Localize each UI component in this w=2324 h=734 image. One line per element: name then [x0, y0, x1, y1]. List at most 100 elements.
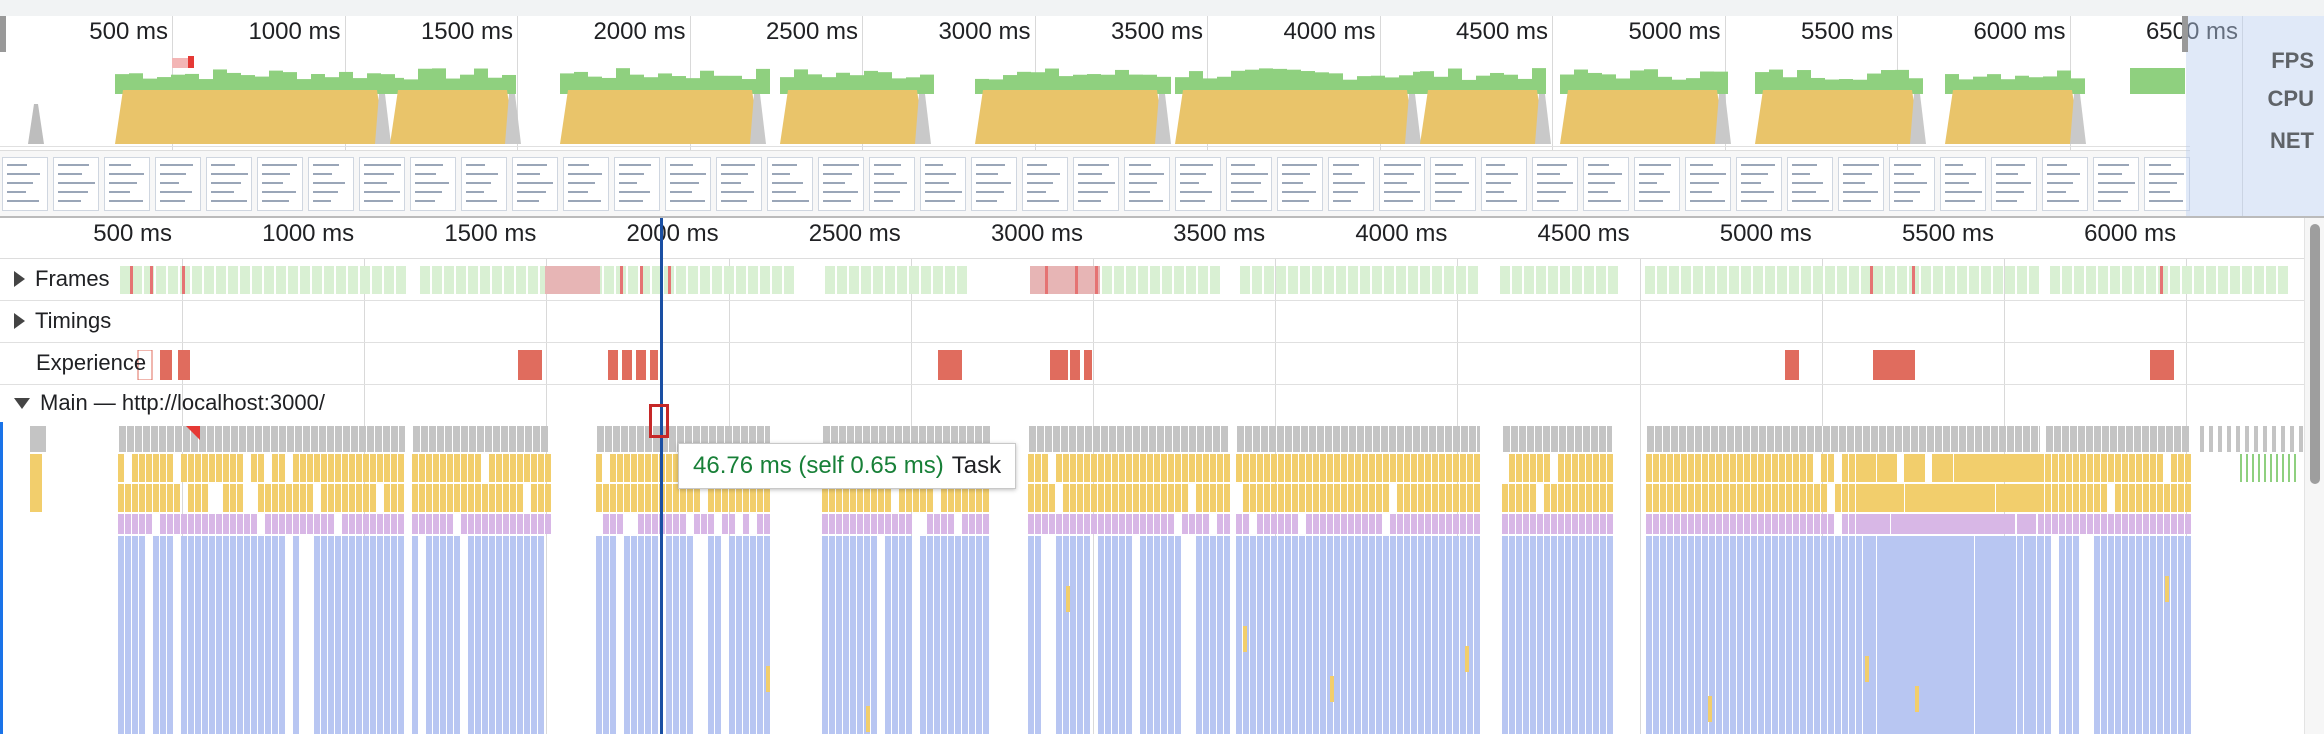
screenshot-thumbnail[interactable]: [1532, 157, 1578, 211]
compile-bar: [1981, 536, 1987, 734]
screenshot-thumbnail[interactable]: [665, 157, 711, 211]
selection-handle-left[interactable]: [0, 16, 6, 52]
frames-track[interactable]: Frames: [0, 258, 2304, 301]
screenshot-thumbnail[interactable]: [1073, 157, 1119, 211]
thumbnail-line: [364, 182, 387, 184]
compile-bar: [2171, 536, 2177, 734]
layout-bar: [209, 514, 215, 534]
overview-selection-overlay: [2186, 16, 2324, 216]
screenshot-thumbnail[interactable]: [1226, 157, 1272, 211]
screenshot-thumbnail[interactable]: [767, 157, 813, 211]
screenshot-thumbnail[interactable]: [1379, 157, 1425, 211]
timings-track[interactable]: Timings: [0, 300, 2304, 343]
task-separator: [428, 426, 429, 452]
screenshot-thumbnail[interactable]: [920, 157, 966, 211]
scrollbar-thumb[interactable]: [2310, 224, 2320, 484]
layout-bar: [934, 514, 940, 534]
screenshot-thumbnail[interactable]: [2042, 157, 2088, 211]
screenshot-thumbnail[interactable]: [1277, 157, 1323, 211]
main-track-label[interactable]: Main — http://localhost:3000/: [14, 384, 325, 422]
screenshot-thumbnail[interactable]: [869, 157, 915, 211]
screenshot-filmstrip[interactable]: [0, 150, 2190, 217]
timeline-pane[interactable]: 500 ms 1000 ms 1500 ms 2000 ms 2500 ms 3000 m…: [0, 218, 2324, 734]
layout-bar: [1119, 514, 1125, 534]
experience-track[interactable]: Experience: [0, 342, 2304, 385]
screenshot-thumbnail[interactable]: [359, 157, 405, 211]
screenshot-thumbnail[interactable]: [1940, 157, 1986, 211]
gc-bar: [2270, 454, 2272, 482]
screenshot-thumbnail[interactable]: [563, 157, 609, 211]
screenshot-thumbnail[interactable]: [1787, 157, 1833, 211]
screenshot-thumbnail[interactable]: [206, 157, 252, 211]
screenshot-thumbnail[interactable]: [1583, 157, 1629, 211]
compile-bar: [1995, 536, 2001, 734]
flame-chart[interactable]: [0, 426, 2304, 734]
timings-track-label[interactable]: Timings: [14, 300, 111, 342]
frame-bar: [2005, 266, 2015, 294]
screenshot-thumbnail[interactable]: [512, 157, 558, 211]
screenshot-thumbnail[interactable]: [818, 157, 864, 211]
main-track[interactable]: Main — http://localhost:3000/: [0, 384, 2304, 734]
screenshot-thumbnail[interactable]: [614, 157, 660, 211]
screenshot-thumbnail[interactable]: [257, 157, 303, 211]
function-call-bar: [1653, 454, 1659, 482]
compile-bar: [1236, 536, 1242, 734]
thumbnail-line: [670, 200, 705, 202]
screenshot-thumbnail[interactable]: [155, 157, 201, 211]
layout-bar: [976, 514, 982, 534]
frame-bar: [2254, 266, 2264, 294]
screenshot-thumbnail[interactable]: [1838, 157, 1884, 211]
layout-shift-bar: [938, 350, 950, 380]
frames-track-label[interactable]: Frames: [14, 258, 110, 300]
screenshot-thumbnail[interactable]: [1430, 157, 1476, 211]
layout-bar: [1042, 514, 1048, 534]
screenshot-thumbnail[interactable]: [1736, 157, 1782, 211]
screenshot-thumbnail[interactable]: [1991, 157, 2037, 211]
frame-bar: [1753, 266, 1763, 294]
pane-divider[interactable]: [0, 216, 2324, 218]
screenshot-thumbnail[interactable]: [53, 157, 99, 211]
screenshot-thumbnail[interactable]: [971, 157, 1017, 211]
screenshot-thumbnail[interactable]: [1022, 157, 1068, 211]
screenshot-thumbnail[interactable]: [1481, 157, 1527, 211]
function-call-bar: [1299, 454, 1305, 482]
function-call-bar: [1250, 454, 1256, 482]
function-call-bar: [1224, 484, 1230, 512]
compile-bar: [1807, 536, 1813, 734]
screenshot-thumbnail[interactable]: [461, 157, 507, 211]
screenshot-thumbnail[interactable]: [1124, 157, 1170, 211]
compile-bar: [1688, 536, 1694, 734]
screenshot-thumbnail[interactable]: [2093, 157, 2139, 211]
screenshot-thumbnail[interactable]: [104, 157, 150, 211]
screenshot-thumbnail[interactable]: [2, 157, 48, 211]
collapse-triangle-icon[interactable]: [14, 397, 30, 409]
task-separator: [2022, 426, 2023, 452]
screenshot-thumbnail[interactable]: [1685, 157, 1731, 211]
timeline-tick-label: 2000 ms: [626, 220, 719, 247]
vertical-scrollbar[interactable]: [2304, 218, 2324, 734]
thumbnail-line: [1792, 200, 1829, 202]
screenshot-thumbnail[interactable]: [716, 157, 762, 211]
screenshot-thumbnail[interactable]: [410, 157, 456, 211]
screenshot-thumbnail[interactable]: [1634, 157, 1680, 211]
dropped-frame: [1030, 266, 1100, 294]
expand-triangle-icon[interactable]: [14, 313, 25, 329]
compile-bar: [181, 536, 187, 734]
thumbnail-line: [2149, 173, 2184, 175]
time-cursor-line: [660, 218, 663, 734]
screenshot-thumbnail[interactable]: [308, 157, 354, 211]
selection-handle-right[interactable]: [2182, 16, 2188, 52]
function-call-bar: [167, 454, 173, 482]
screenshot-thumbnail[interactable]: [1889, 157, 1935, 211]
screenshot-thumbnail[interactable]: [1328, 157, 1374, 211]
thumbnail-line: [976, 182, 1011, 184]
screenshot-thumbnail[interactable]: [1175, 157, 1221, 211]
layout-bar: [1516, 514, 1522, 534]
screenshot-thumbnail[interactable]: [2144, 157, 2190, 211]
overview-pane[interactable]: 500 ms 1000 ms 1500 ms 2000 ms 2500 ms 3000 m…: [0, 16, 2324, 217]
function-call-bar: [160, 484, 166, 512]
compile-bar: [1341, 536, 1347, 734]
task-separator: [126, 426, 127, 452]
expand-triangle-icon[interactable]: [14, 271, 25, 287]
function-call-bar: [1217, 454, 1223, 482]
